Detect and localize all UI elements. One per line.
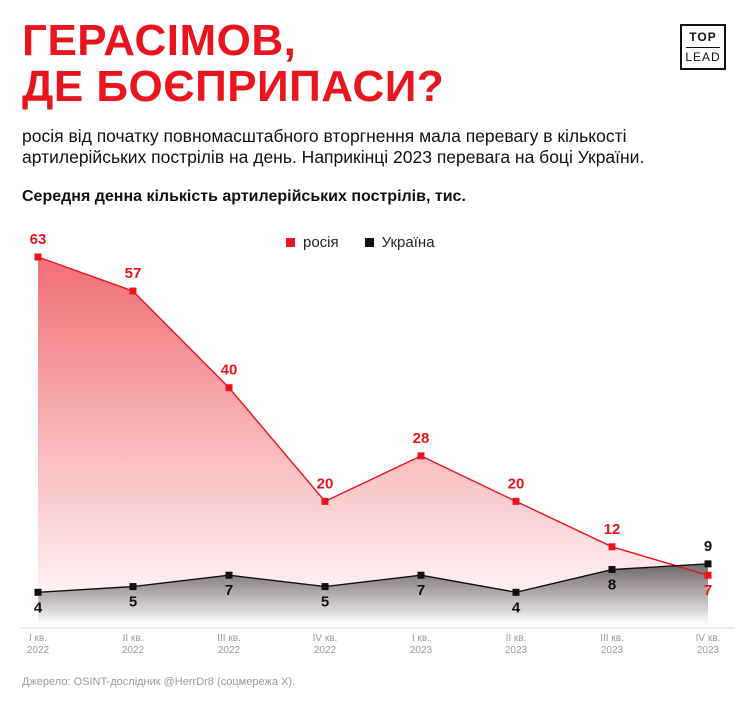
russia-point-8	[704, 571, 712, 579]
x-tick-year-7: 2023	[601, 645, 624, 656]
russia-label-6: 20	[508, 475, 525, 492]
ukraine-label-8: 9	[704, 538, 712, 555]
x-tick-quarter-3: III кв.	[217, 633, 241, 644]
x-tick-year-5: 2023	[410, 645, 433, 656]
russia-label-2: 57	[125, 265, 142, 282]
russia-point-3	[225, 384, 233, 392]
ukraine-point-6	[512, 588, 520, 596]
russia-line	[37, 256, 709, 576]
x-tick-quarter-1: I кв.	[29, 633, 47, 644]
ukraine-label-7: 8	[608, 577, 616, 594]
x-tick-year-1: 2022	[27, 645, 50, 656]
russia-point-6	[512, 497, 520, 505]
russia-label-5: 28	[413, 430, 430, 447]
russia-area	[38, 257, 708, 615]
x-tick-quarter-8: IV кв.	[696, 633, 721, 644]
ukraine-line	[37, 563, 709, 593]
legend-item-russia: росія	[286, 234, 339, 251]
x-tick-quarter-7: III кв.	[600, 633, 624, 644]
subtitle-line-2: артилерійських пострілів на день. Наприк…	[22, 147, 645, 167]
subtitle: росія від початку повномасштабного вторг…	[22, 126, 742, 168]
ukraine-point-4	[321, 583, 329, 591]
russia-label-8: 7	[704, 582, 712, 599]
ukraine-point-7	[608, 566, 616, 574]
ukraine-point-2	[129, 583, 137, 591]
russia-label-4: 20	[317, 475, 334, 492]
chart-legend: росія Україна	[286, 234, 435, 251]
ukraine-point-8	[704, 560, 712, 568]
headline-line-1: ГЕРАСІМОВ,	[22, 16, 297, 65]
russia-label-3: 40	[221, 362, 238, 379]
logo-divider	[686, 47, 720, 48]
ukraine-label-3: 7	[225, 582, 233, 599]
legend-swatch-russia	[286, 238, 295, 247]
chart-title: Середня денна кількість артилерійських п…	[22, 188, 466, 205]
russia-point-2	[129, 287, 137, 295]
ukraine-label-5: 7	[417, 582, 425, 599]
logo-bottom-text: LEAD	[685, 50, 721, 64]
legend-label-ukraine: Україна	[381, 234, 435, 251]
russia-label-7: 12	[604, 521, 621, 538]
x-tick-quarter-6: II кв.	[506, 633, 527, 644]
x-tick-year-6: 2023	[505, 645, 528, 656]
russia-point-4	[321, 497, 329, 505]
source-note: Джерело: OSINT-дослідник @HerrDr8 (соцме…	[22, 676, 296, 688]
ukraine-label-2: 5	[129, 594, 137, 611]
ukraine-point-1	[34, 588, 42, 596]
ukraine-point-3	[225, 571, 233, 579]
russia-point-1	[34, 253, 42, 261]
ukraine-point-5	[417, 571, 425, 579]
x-tick-quarter-4: IV кв.	[313, 633, 338, 644]
ukraine-label-6: 4	[512, 599, 521, 616]
x-tick-quarter-5: I кв.	[412, 633, 430, 644]
subtitle-line-1: росія від початку повномасштабного вторг…	[22, 126, 627, 146]
x-tick-year-8: 2023	[697, 645, 720, 656]
headline-line-2: ДЕ БОЄПРИПАСИ?	[22, 62, 445, 111]
legend-swatch-ukraine	[364, 238, 374, 247]
headline: ГЕРАСІМОВ, ДЕ БОЄПРИПАСИ?	[22, 18, 444, 110]
x-tick-year-4: 2022	[314, 645, 337, 656]
toplead-logo: TOP LEAD	[680, 24, 726, 70]
legend-label-russia: росія	[303, 234, 339, 251]
russia-label-1: 63	[30, 231, 47, 248]
ukraine-label-4: 5	[321, 594, 329, 611]
ukraine-area	[38, 563, 708, 625]
ukraine-label-1: 4	[34, 599, 43, 616]
russia-point-7	[608, 543, 616, 551]
x-tick-year-3: 2022	[218, 645, 241, 656]
x-tick-quarter-2: II кв.	[123, 633, 144, 644]
russia-point-5	[417, 452, 425, 460]
x-tick-year-2: 2022	[122, 645, 145, 656]
legend-item-ukraine: Україна	[364, 234, 435, 251]
logo-top-text: TOP	[689, 30, 717, 44]
